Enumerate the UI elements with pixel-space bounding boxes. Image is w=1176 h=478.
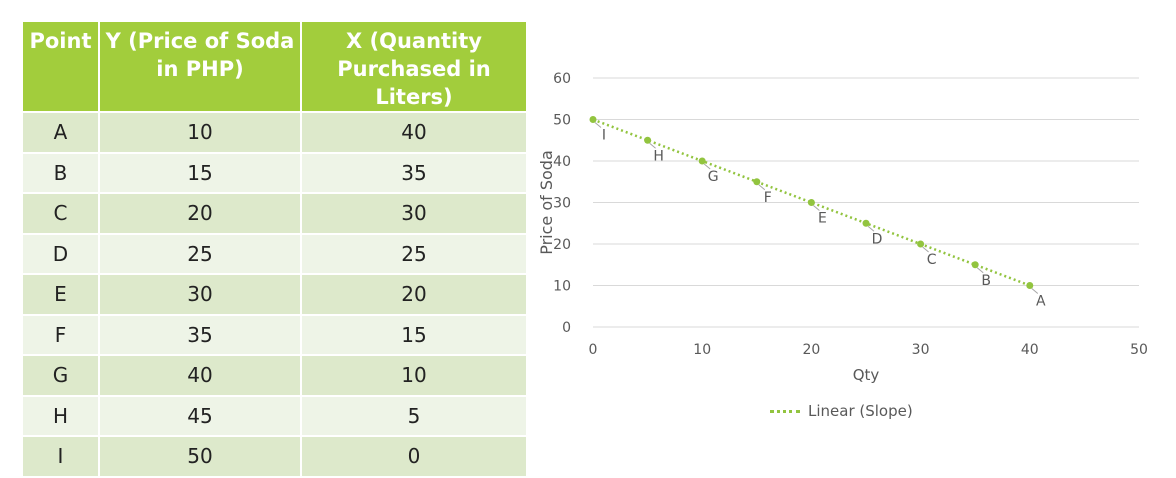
data-point [917, 240, 925, 248]
data-label: C [927, 252, 937, 268]
y-tick-label: 20 [553, 237, 571, 253]
cell-point: D [21, 232, 100, 275]
leader-line [649, 142, 656, 149]
y-tick-label: 40 [553, 154, 571, 170]
y-tick-label: 50 [553, 113, 571, 129]
leader-line [867, 225, 875, 232]
cell-point: H [21, 394, 100, 437]
data-label: A [1036, 294, 1046, 310]
cell-point: E [21, 273, 100, 316]
data-point [862, 219, 870, 227]
cell-point: A [21, 111, 100, 154]
legend-label: Linear (Slope) [808, 402, 913, 420]
data-point [753, 178, 761, 186]
cell-quantity: 35 [300, 151, 528, 194]
cell-price: 45 [98, 394, 302, 437]
y-tick-label: 60 [553, 71, 571, 87]
cell-quantity: 5 [300, 394, 528, 437]
y-tick-label: 10 [553, 279, 571, 295]
cell-quantity: 0 [300, 435, 528, 478]
table-row: B 15 35 [21, 151, 528, 194]
data-point [589, 116, 597, 123]
x-tick-label: 40 [1021, 342, 1039, 358]
cell-price: 20 [98, 192, 302, 235]
data-label: F [764, 190, 772, 206]
chart-legend: Linear (Slope) [770, 402, 913, 420]
data-label: D [872, 231, 883, 247]
data-point [807, 199, 815, 206]
data-point [698, 157, 706, 165]
table-row: I 50 0 [21, 435, 528, 478]
data-label: E [818, 211, 827, 227]
table-row: H 45 5 [21, 394, 528, 437]
cell-price: 35 [98, 313, 302, 356]
cell-point: C [21, 192, 100, 235]
table-row: E 30 20 [21, 273, 528, 316]
cell-point: G [21, 354, 100, 397]
table-row: A 10 40 [21, 111, 528, 154]
data-point [644, 136, 652, 144]
cell-point: B [21, 151, 100, 194]
table-row: F 35 15 [21, 313, 528, 356]
header-point: Point [21, 20, 100, 113]
cell-price: 50 [98, 435, 302, 478]
chart-area: 0 10 20 30 40 50 60 0 10 20 30 40 50 Qty Price of Soda… [537, 71, 1148, 384]
cell-point: I [21, 435, 100, 478]
header-price: Y (Price of Soda in PHP) [98, 20, 302, 113]
data-point [971, 261, 979, 269]
x-tick-label: 10 [693, 342, 711, 358]
y-axis-title: Price of Soda [537, 150, 556, 255]
cell-quantity: 30 [300, 192, 528, 235]
table-row: C 20 30 [21, 192, 528, 235]
leader-line [594, 122, 602, 128]
x-tick-label: 20 [802, 342, 820, 358]
table-row: G 40 10 [21, 354, 528, 397]
cell-point: F [21, 313, 100, 356]
cell-quantity: 25 [300, 232, 528, 275]
header-quantity: X (Quantity Purchased in Liters) [300, 20, 528, 113]
leader-line [703, 163, 711, 170]
x-tick-label: 50 [1130, 342, 1148, 358]
data-point [1026, 282, 1034, 289]
cell-price: 40 [98, 354, 302, 397]
x-axis-title: Qty [853, 366, 880, 384]
leader-line [1031, 288, 1039, 294]
leader-line [758, 184, 766, 191]
cell-quantity: 20 [300, 273, 528, 316]
leader-line [976, 267, 984, 274]
cell-quantity: 15 [300, 313, 528, 356]
cell-price: 25 [98, 232, 302, 275]
cell-price: 10 [98, 111, 302, 154]
data-label: H [653, 148, 664, 164]
y-tick-label: 0 [562, 320, 571, 336]
data-label: G [708, 169, 719, 185]
x-tick-label: 30 [912, 342, 930, 358]
y-tick-label: 30 [553, 196, 571, 212]
table-header-row: Point Y (Price of Soda in PHP) X (Quanti… [21, 20, 528, 113]
data-label: B [981, 273, 991, 289]
cell-price: 15 [98, 151, 302, 194]
leader-line [813, 205, 820, 211]
cell-quantity: 40 [300, 111, 528, 154]
x-tick-label: 0 [589, 342, 598, 358]
leader-line [922, 246, 929, 253]
data-table: Point Y (Price of Soda in PHP) X (Quanti… [21, 20, 528, 478]
legend-line-marker [770, 409, 800, 413]
cell-quantity: 10 [300, 354, 528, 397]
cell-price: 30 [98, 273, 302, 316]
table-row: D 25 25 [21, 232, 528, 275]
data-label: I [602, 128, 606, 144]
